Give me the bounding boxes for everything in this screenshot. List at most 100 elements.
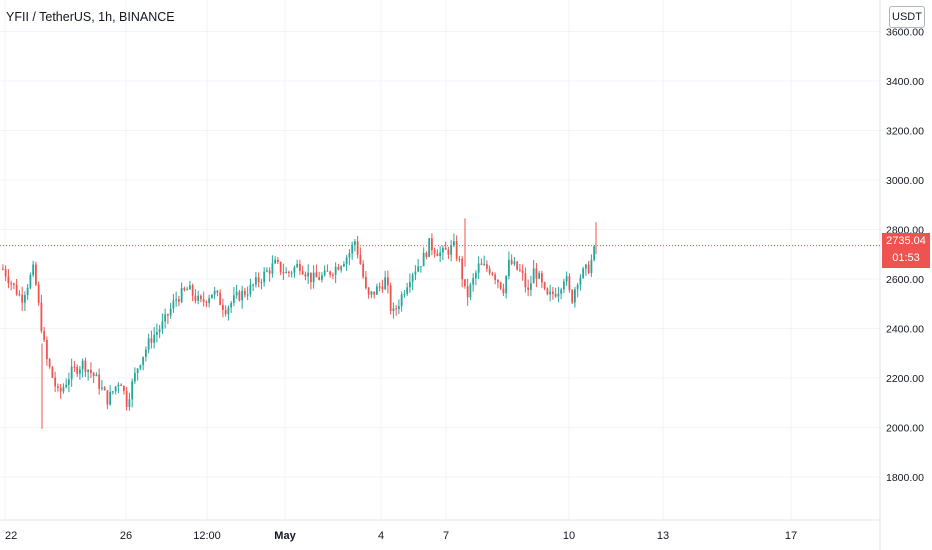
candle-body: [194, 295, 197, 301]
candle-body: [593, 246, 596, 260]
candle-body: [114, 386, 117, 392]
candle-body: [249, 284, 252, 295]
candle-body: [373, 291, 376, 295]
candle-body: [216, 290, 219, 293]
candle-body: [483, 264, 486, 266]
candle-body: [420, 266, 422, 268]
candle-body: [565, 276, 568, 282]
candle-body: [362, 263, 365, 277]
candle-body: [436, 253, 439, 257]
candle-body: [296, 263, 299, 268]
candle-body: [392, 308, 395, 312]
candle-body: [458, 258, 461, 260]
currency-selector-button[interactable]: USDT: [889, 6, 925, 28]
candle-body: [521, 270, 524, 274]
candle-body: [398, 306, 400, 309]
candle-body: [233, 295, 235, 303]
candle-body: [76, 367, 79, 374]
candle-body: [139, 365, 142, 369]
candle-body: [95, 374, 98, 377]
candle-body: [197, 295, 200, 301]
candle-body: [384, 277, 387, 290]
candle-body: [175, 299, 178, 301]
candle-body: [387, 277, 389, 286]
candle-body: [439, 252, 442, 257]
candle-body: [299, 263, 301, 271]
candle-body: [230, 302, 233, 308]
candle-body: [378, 286, 381, 288]
candle-body: [211, 294, 213, 299]
candle-body: [414, 271, 417, 275]
candle-body: [147, 338, 150, 350]
candle-body: [365, 276, 367, 288]
candle-body: [101, 387, 103, 389]
candle-body: [37, 284, 40, 303]
candle-body: [513, 261, 516, 264]
candle-body: [370, 291, 373, 295]
candle-body: [224, 309, 227, 315]
candle-body: [172, 300, 175, 309]
candle-body: [109, 392, 112, 405]
candle-body: [579, 277, 582, 285]
y-tick-label: 1800.00: [886, 472, 924, 484]
candle-body: [409, 281, 411, 288]
candle-body: [486, 264, 488, 269]
candle-body: [321, 275, 323, 280]
candle-body: [208, 298, 211, 304]
candle-body: [112, 391, 114, 393]
candle-body: [62, 387, 65, 392]
candle-body: [304, 274, 307, 277]
candle-body: [43, 331, 46, 340]
candle-body: [131, 381, 134, 400]
candle-body: [2, 269, 4, 271]
candle-body: [516, 261, 519, 270]
candle-body: [590, 259, 593, 274]
candle-body: [136, 368, 139, 373]
candle-body: [351, 244, 354, 254]
candle-body: [475, 272, 477, 279]
candle-body: [488, 268, 491, 274]
candle-body: [153, 334, 156, 343]
candle-body: [332, 274, 334, 276]
candle-body: [65, 384, 68, 388]
candle-body: [323, 270, 326, 276]
chart-title: YFII / TetherUS, 1h, BINANCE: [6, 10, 175, 24]
candle-body: [538, 273, 541, 279]
y-tick-label: 3600.00: [886, 27, 924, 39]
candle-body: [359, 254, 362, 264]
candle-body: [156, 332, 158, 335]
candle-body: [32, 264, 35, 276]
candle-body: [268, 270, 271, 274]
candle-body: [417, 266, 420, 272]
candle-body: [120, 384, 123, 387]
candle-body: [21, 294, 24, 303]
candle-body: [134, 372, 136, 382]
candle-body: [169, 308, 172, 316]
candle-body: [356, 241, 359, 255]
candle-body: [29, 275, 32, 288]
candle-body: [263, 271, 266, 283]
candle-body: [266, 270, 268, 272]
candle-body: [477, 263, 480, 273]
candle-body: [246, 294, 249, 296]
candle-body: [15, 284, 18, 295]
candle-body: [241, 290, 244, 301]
candle-body: [431, 238, 433, 250]
y-tick-label: 2000.00: [886, 423, 924, 435]
candle-body: [90, 369, 92, 373]
candle-body: [315, 272, 318, 278]
candle-body: [158, 329, 161, 333]
y-tick-label: 2200.00: [886, 373, 924, 385]
y-tick-label: 3400.00: [886, 76, 924, 88]
candle-body: [381, 286, 384, 290]
candle-body: [519, 269, 521, 271]
candle-body: [68, 379, 70, 385]
candle-body: [337, 266, 340, 270]
candle-body: [549, 291, 552, 295]
candle-body: [257, 277, 260, 283]
candle-body: [400, 294, 403, 307]
candle-body: [145, 349, 147, 357]
candle-body: [428, 238, 431, 257]
